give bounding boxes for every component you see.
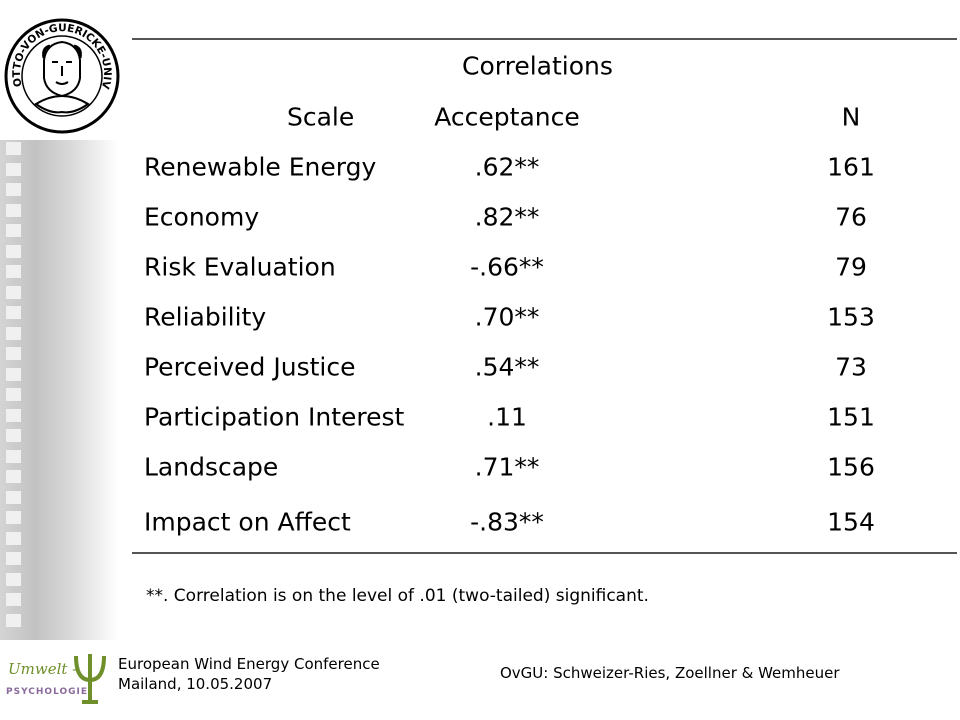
side-decoration-squares [6,142,30,642]
decoration-square [6,224,21,237]
decoration-square [6,511,21,524]
table-row: Perceived Justice .54** 73 [132,342,957,392]
svg-text:Umwelt -: Umwelt - [8,660,77,678]
cell-scale: Landscape [144,452,279,482]
svg-text:PSYCHOLOGIE: PSYCHOLOGIE [6,687,88,697]
decoration-square [6,162,21,176]
decoration-square [6,183,21,196]
table-row: Reliability .70** 153 [132,292,957,342]
cell-scale: Renewable Energy [144,152,377,182]
header-n: N [841,102,861,132]
header-acceptance: Acceptance [434,102,580,132]
cell-n: 156 [827,452,875,482]
decoration-square [6,265,21,278]
cell-n: 76 [835,202,867,232]
significance-footnote: **. Correlation is on the level of .01 (… [146,586,649,606]
decoration-square [6,593,21,606]
umwelt-psychologie-logo: Umwelt - PSYCHOLOGIE [6,654,106,704]
cell-n: 154 [827,507,875,537]
decoration-square [6,142,21,155]
table-row: Risk Evaluation -.66** 79 [132,242,957,292]
decoration-square [6,244,21,258]
conference-name: European Wind Energy Conference [118,655,380,673]
decoration-square [6,531,21,545]
decoration-square [6,367,21,381]
conference-info: European Wind Energy Conference Mailand,… [118,654,380,694]
decoration-square [6,429,21,442]
decoration-square [6,490,21,504]
table-title-row: Correlations [132,40,957,92]
table-row: Impact on Affect -.83** 154 [132,492,957,552]
table-header-row: Scale Acceptance N [132,92,957,142]
cell-acceptance: .82** [474,202,540,232]
cell-acceptance: .54** [474,352,540,382]
cell-n: 161 [827,152,875,182]
table-row: Landscape .71** 156 [132,442,957,492]
cell-acceptance: -.83** [470,507,544,537]
cell-n: 79 [835,252,867,282]
cell-scale: Participation Interest [144,402,405,432]
decoration-square [6,347,21,360]
university-seal-logo: OTTO-VON-GUERICKE-UNIVERSITÄT MAGDEBURG [2,8,120,134]
decoration-square [6,572,21,586]
conference-place-date: Mailand, 10.05.2007 [118,675,273,693]
cell-scale: Economy [144,202,260,232]
decoration-square [6,449,21,463]
cell-scale: Impact on Affect [144,507,351,537]
decoration-square [6,408,21,422]
table-row: Renewable Energy .62** 161 [132,142,957,192]
correlations-table: Correlations Scale Acceptance N Renewabl… [132,38,957,554]
authors-credit: OvGU: Schweizer-Ries, Zoellner & Wemheue… [500,664,840,682]
decoration-square [6,285,21,299]
cell-acceptance: .62** [474,152,540,182]
decoration-square [6,388,21,401]
cell-scale: Reliability [144,302,267,332]
cell-scale: Perceived Justice [144,352,356,382]
cell-n: 73 [835,352,867,382]
decoration-square [6,326,21,340]
header-scale: Scale [287,102,355,132]
cell-acceptance: .70** [474,302,540,332]
cell-acceptance: .11 [487,402,527,432]
cell-n: 151 [827,402,875,432]
cell-n: 153 [827,302,875,332]
cell-acceptance: -.66** [470,252,544,282]
cell-scale: Risk Evaluation [144,252,336,282]
table-row: Participation Interest .11 151 [132,392,957,442]
decoration-square [6,552,21,565]
decoration-square [6,306,21,319]
table-row: Economy .82** 76 [132,192,957,242]
decoration-square [6,613,21,627]
table-title: Correlations [462,51,613,81]
decoration-square [6,203,21,217]
cell-acceptance: .71** [474,452,540,482]
decoration-square [6,470,21,483]
